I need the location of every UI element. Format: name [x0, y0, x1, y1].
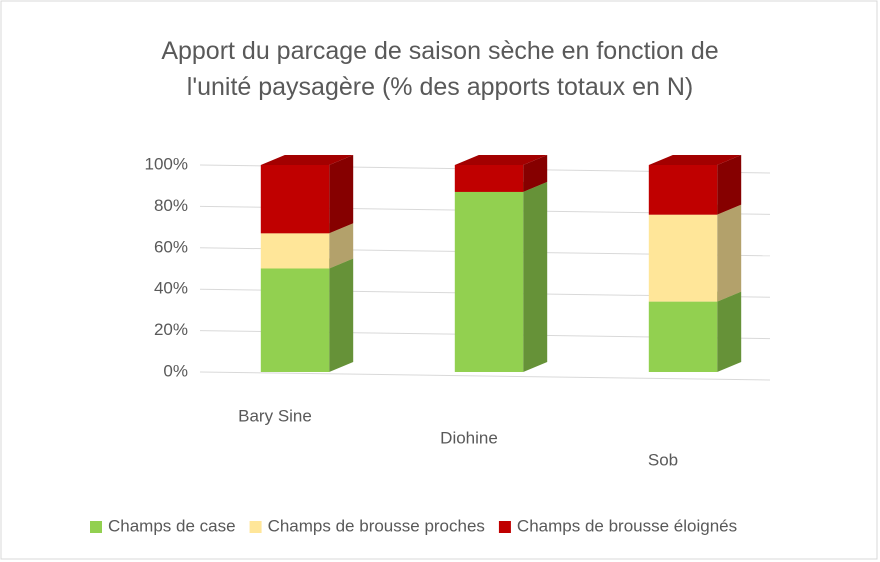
y-tick-label: 0% — [163, 361, 188, 380]
bar-segment — [648, 204, 742, 302]
bar-side — [717, 155, 742, 215]
y-tick-label: 60% — [154, 237, 188, 256]
bar-side — [717, 204, 742, 302]
y-tick-label: 40% — [154, 279, 188, 298]
bar-segment — [648, 291, 742, 372]
legend-label: Champs de brousse proches — [268, 516, 485, 535]
bar-front — [260, 165, 330, 234]
y-tick-label: 100% — [145, 154, 188, 173]
bar-front — [454, 191, 524, 372]
legend-swatch — [498, 521, 511, 533]
bar-front — [260, 268, 330, 372]
legend-swatch — [249, 521, 262, 533]
x-tick-label: Diohine — [440, 428, 498, 447]
bar-front — [648, 214, 718, 302]
grid-line — [199, 371, 771, 381]
x-tick-label: Bary Sine — [238, 406, 312, 425]
legend-label: Champs de brousse éloignés — [517, 516, 737, 535]
bar-top — [648, 155, 742, 165]
bar-top — [260, 155, 354, 165]
bar-segment — [454, 155, 548, 192]
bar-segment — [260, 155, 354, 234]
bar-side — [523, 155, 548, 192]
bar-segment — [260, 258, 354, 372]
bar-front — [454, 165, 524, 192]
y-tick-label: 80% — [154, 196, 188, 215]
x-tick-label: Sob — [648, 450, 678, 469]
legend-swatch — [90, 521, 102, 533]
bar-side — [523, 181, 548, 372]
bar-side — [717, 291, 742, 372]
bar-front — [260, 233, 330, 269]
bar-side — [329, 223, 354, 269]
bar-side — [329, 155, 354, 234]
bar-segment — [648, 155, 742, 215]
bar-front — [648, 301, 718, 372]
bar-top — [454, 155, 548, 165]
bar-front — [648, 165, 718, 215]
chart-title: Apport du parcage de saison sèche en fon… — [161, 37, 718, 101]
legend-label: Champs de case — [108, 516, 236, 535]
y-tick-label: 20% — [154, 320, 188, 339]
bar-segment — [454, 181, 548, 372]
bar-side — [329, 258, 354, 372]
